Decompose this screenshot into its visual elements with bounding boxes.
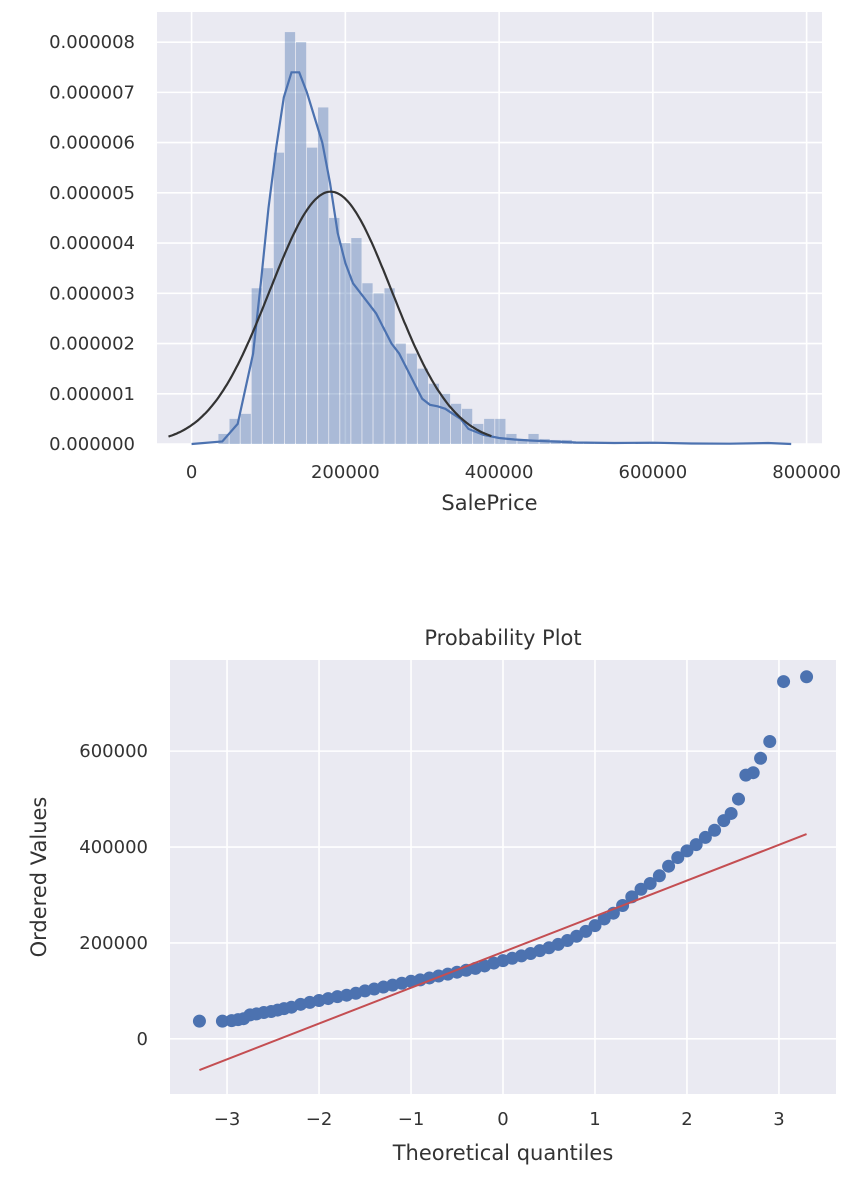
scatter-point bbox=[215, 1014, 229, 1028]
x-tick-labels: 0 200000 400000 600000 800000 bbox=[186, 462, 841, 483]
histogram-bar bbox=[240, 413, 251, 444]
histogram-bar bbox=[495, 418, 506, 444]
scatter-point bbox=[662, 859, 676, 873]
scatter-point bbox=[698, 830, 712, 844]
scatter-point bbox=[724, 806, 738, 820]
fit-line bbox=[199, 833, 807, 1071]
scatter-point bbox=[746, 766, 760, 780]
histogram-bar bbox=[262, 268, 273, 444]
x-tick-label: 600000 bbox=[619, 462, 688, 483]
histogram-bar bbox=[450, 403, 462, 444]
x-tick-label: −2 bbox=[306, 1109, 333, 1130]
scatter-point bbox=[588, 919, 602, 933]
histogram-bar bbox=[362, 283, 373, 444]
scatter-point bbox=[777, 675, 791, 689]
probability-plot-chart: Probability Plot −3 −2 −1 0 1 2 3 0 200000 40000… bbox=[27, 626, 836, 1165]
x-tick-label: 3 bbox=[773, 1109, 784, 1130]
grid-lines bbox=[170, 660, 836, 1094]
y-tick-label: 600000 bbox=[79, 741, 148, 762]
y-tick-label: 0.000007 bbox=[49, 82, 135, 103]
x-tick-label: 0 bbox=[497, 1109, 508, 1130]
y-tick-label: 0.000005 bbox=[49, 183, 135, 204]
y-axis-label: Ordered Values bbox=[27, 797, 51, 958]
histogram-bar bbox=[351, 238, 362, 444]
histogram-bar bbox=[229, 418, 240, 444]
histogram-bar bbox=[329, 217, 340, 444]
y-tick-labels: 0 200000 400000 600000 bbox=[79, 741, 148, 1050]
x-tick-label: 200000 bbox=[311, 462, 380, 483]
scatter-point bbox=[754, 751, 768, 765]
y-tick-label: 0.000004 bbox=[49, 233, 135, 254]
x-tick-label: 400000 bbox=[465, 462, 534, 483]
normal-fit-curve bbox=[168, 190, 492, 438]
scatter-point bbox=[192, 1014, 206, 1028]
y-tick-label: 0.000003 bbox=[49, 283, 135, 304]
y-tick-label: 0.000001 bbox=[49, 384, 135, 405]
y-tick-labels: 0.000000 0.000001 0.000002 0.000003 0.000004… bbox=[49, 32, 135, 455]
y-tick-label: 0.000002 bbox=[49, 334, 135, 355]
histogram-bar bbox=[251, 288, 262, 444]
histogram-bar bbox=[428, 383, 440, 444]
x-tick-labels: −3 −2 −1 0 1 2 3 bbox=[214, 1109, 785, 1130]
y-tick-label: 200000 bbox=[79, 933, 148, 954]
scatter-point bbox=[671, 851, 685, 865]
scatter-point bbox=[643, 876, 657, 890]
histogram-bar bbox=[306, 147, 318, 444]
x-axis-label: Theoretical quantiles bbox=[392, 1141, 614, 1165]
y-tick-label: 0 bbox=[137, 1029, 148, 1050]
histogram-bar bbox=[284, 32, 296, 445]
scatter-point bbox=[652, 869, 666, 883]
x-tick-label: 0 bbox=[186, 462, 197, 483]
scatter-points bbox=[192, 670, 814, 1028]
histogram-bar bbox=[340, 243, 351, 444]
x-tick-label: 2 bbox=[681, 1109, 692, 1130]
y-tick-label: 0.000000 bbox=[49, 434, 135, 455]
scatter-point bbox=[680, 844, 694, 858]
histogram-bar bbox=[318, 107, 329, 444]
histogram-bar bbox=[384, 288, 395, 444]
histogram-bar bbox=[273, 152, 285, 444]
scatter-point bbox=[763, 735, 777, 749]
x-tick-label: 800000 bbox=[772, 462, 841, 483]
x-tick-label: −1 bbox=[398, 1109, 425, 1130]
kde-curve bbox=[191, 71, 792, 446]
histogram-bar bbox=[417, 368, 428, 444]
histogram-bar bbox=[373, 293, 384, 444]
histogram-bar bbox=[395, 343, 406, 444]
x-tick-label: −3 bbox=[214, 1109, 241, 1130]
histogram-chart: 0 200000 400000 600000 800000 0.0000000.0000… bbox=[49, 12, 841, 515]
scatter-point bbox=[800, 670, 814, 684]
histogram-bar bbox=[295, 42, 307, 445]
histogram-bar bbox=[517, 438, 528, 444]
histogram-bar bbox=[406, 353, 417, 444]
scatter-point bbox=[689, 838, 703, 852]
x-tick-label: 1 bbox=[589, 1109, 600, 1130]
scatter-point bbox=[731, 792, 745, 806]
x-axis-label: SalePrice bbox=[441, 491, 537, 515]
y-tick-label: 0.000006 bbox=[49, 133, 135, 154]
histogram-bar bbox=[528, 433, 539, 444]
scatter-point bbox=[708, 823, 722, 837]
plot-area bbox=[157, 12, 822, 444]
histogram-bar bbox=[484, 418, 495, 444]
y-tick-label: 0.000008 bbox=[49, 32, 135, 53]
chart-title: Probability Plot bbox=[424, 626, 581, 650]
y-tick-label: 400000 bbox=[79, 837, 148, 858]
histogram-bar bbox=[439, 393, 451, 444]
